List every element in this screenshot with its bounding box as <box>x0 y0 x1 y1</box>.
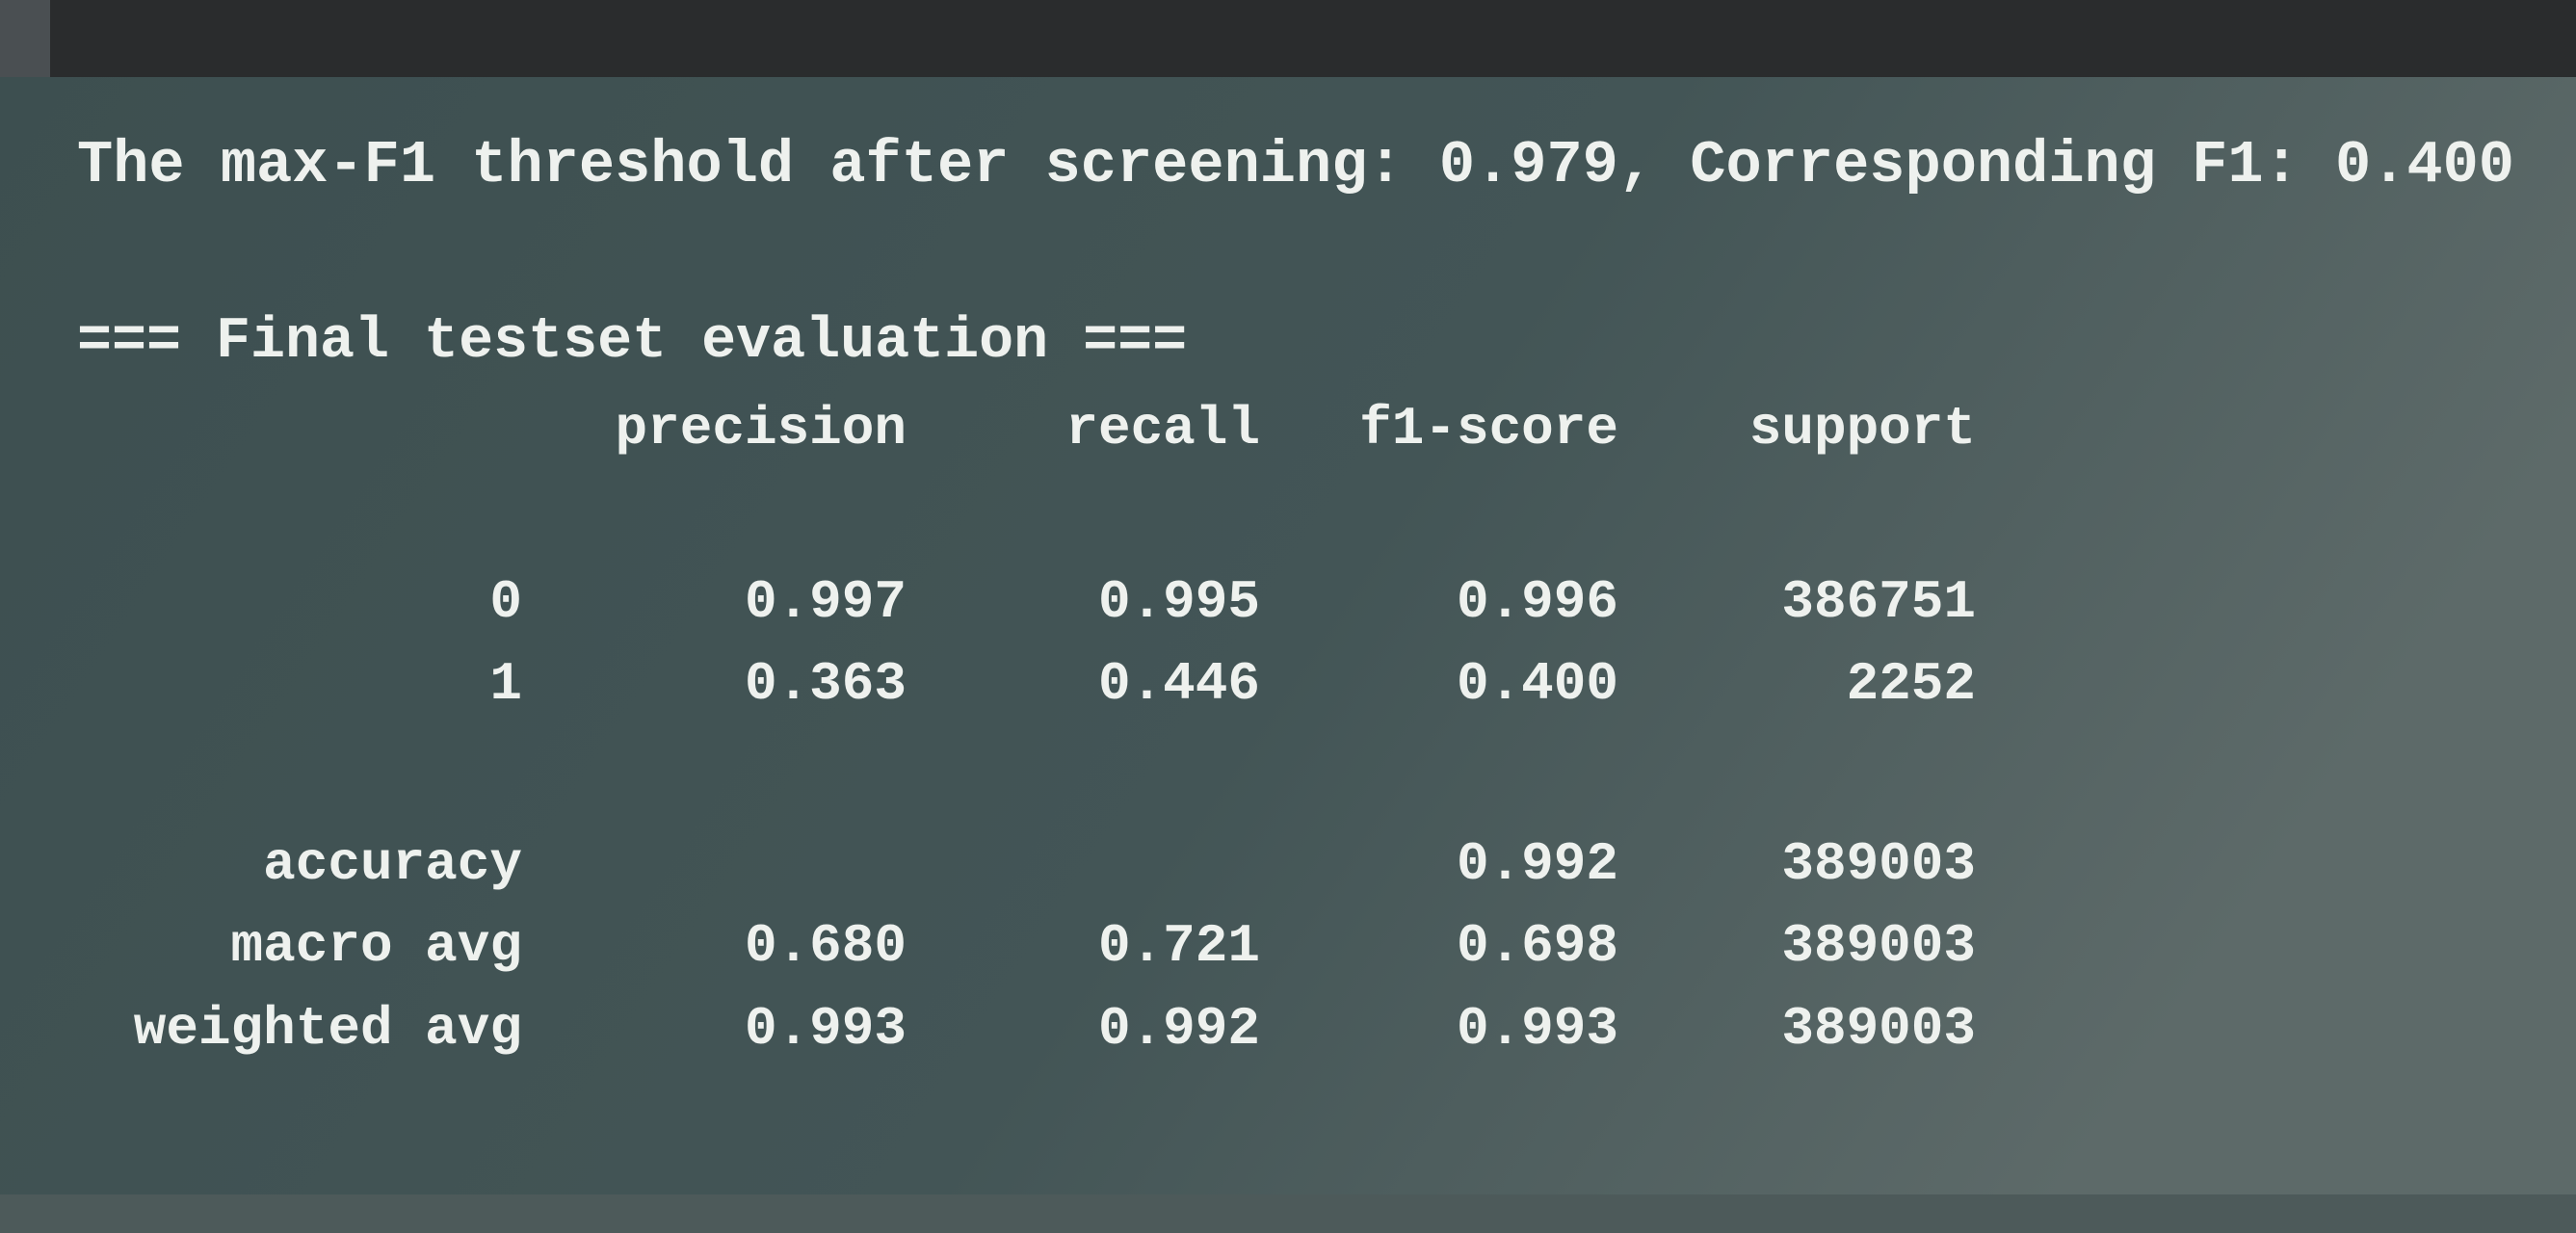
cell: 389003 <box>1781 915 1976 977</box>
cell: 389003 <box>1781 998 1976 1060</box>
cell: 0.446 <box>1098 653 1260 715</box>
row-label: weighted avg <box>134 998 522 1060</box>
row-label: 1 <box>489 653 522 715</box>
column-header: support <box>1749 398 1976 459</box>
cell: 0.997 <box>745 571 907 633</box>
cell: 2252 <box>1847 653 1976 715</box>
cell: 0.992 <box>1457 833 1618 895</box>
classification-report: precision recall f1-score support 0 0.997 0.99… <box>134 398 1976 1060</box>
cell: 0.993 <box>745 998 907 1060</box>
cell: 0.995 <box>1098 571 1260 633</box>
cell: 0.721 <box>1098 915 1260 977</box>
cell: 0.993 <box>1457 998 1618 1060</box>
column-header: f1-score <box>1359 398 1618 459</box>
top-bar-edge <box>0 0 50 79</box>
cell: 389003 <box>1781 833 1976 895</box>
cell: 386751 <box>1781 571 1976 633</box>
top-bar <box>0 0 2576 77</box>
cell: 0.680 <box>745 915 907 977</box>
cell: 0.363 <box>745 653 907 715</box>
cell: 0.400 <box>1457 653 1618 715</box>
column-header: precision <box>616 398 907 459</box>
row-label: macro avg <box>231 915 522 977</box>
cell: 0.698 <box>1457 915 1618 977</box>
row-label: 0 <box>489 571 522 633</box>
terminal-background <box>0 77 2576 1233</box>
threshold-line: The max-F1 threshold after screening: 0.… <box>77 131 2514 199</box>
row-label: accuracy <box>263 833 522 895</box>
cell: 0.996 <box>1457 571 1618 633</box>
section-title: === Final testset evaluation === <box>77 309 1187 375</box>
bottom-edge <box>0 1194 2576 1233</box>
column-header: recall <box>1065 398 1260 459</box>
cell: 0.992 <box>1098 998 1260 1060</box>
